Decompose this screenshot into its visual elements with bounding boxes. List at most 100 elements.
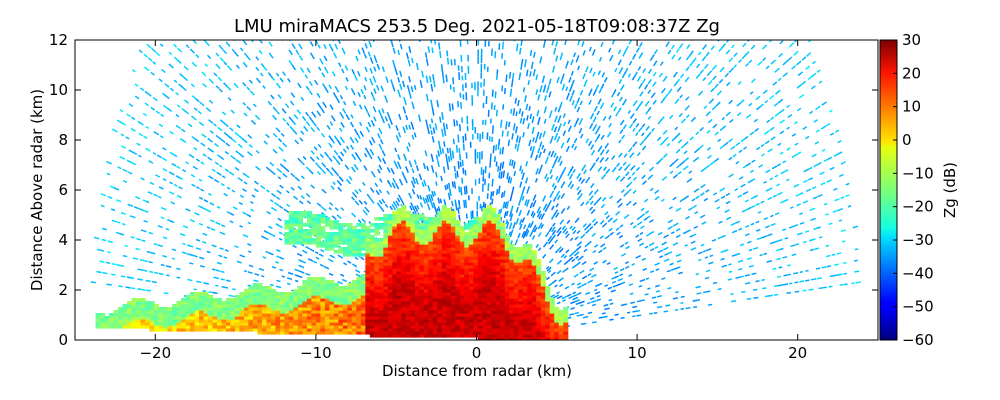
noise-gate [164, 35, 168, 39]
noise-gate [564, 285, 570, 290]
echo-cell [387, 268, 393, 272]
echo-cell [423, 331, 429, 335]
echo-cell [378, 316, 384, 320]
echo-cell [248, 322, 254, 326]
echo-cell [266, 298, 272, 302]
echo-cell [320, 232, 326, 236]
echo-cell [189, 322, 196, 326]
noise-gate [692, 57, 697, 62]
echo-cell [320, 226, 326, 230]
noise-gate [645, 277, 650, 280]
noise-gate [437, 140, 441, 149]
echo-cell [198, 313, 205, 317]
noise-gate [558, 123, 562, 128]
noise-gate [153, 130, 160, 136]
noise-gate [678, 112, 683, 118]
echo-cell [383, 256, 389, 260]
noise-gate [208, 78, 215, 84]
echo-cell [414, 244, 420, 248]
noise-gate [150, 71, 155, 76]
echo-cell [365, 274, 371, 278]
noise-gate [208, 99, 214, 104]
noise-gate [691, 233, 697, 237]
noise-gate [576, 97, 581, 104]
noise-gate [132, 151, 138, 156]
noise-gate [799, 212, 803, 216]
echo-cell [109, 325, 115, 329]
echo-cell [378, 217, 384, 221]
noise-gate [649, 54, 655, 62]
noise-gate [809, 207, 816, 212]
noise-gate [198, 121, 205, 127]
noise-gate [442, 76, 445, 84]
noise-gate [545, 176, 550, 183]
echo-cell [347, 247, 353, 251]
noise-gate [397, 49, 401, 56]
echo-cell [405, 289, 411, 293]
noise-gate [668, 206, 673, 210]
echo-cell [423, 253, 429, 257]
echo-cell [243, 313, 250, 317]
echo-cell [185, 310, 191, 314]
echo-cell [432, 334, 438, 338]
noise-gate [807, 177, 814, 181]
noise-gate [316, 171, 321, 176]
noise-gate [564, 40, 568, 45]
echo-cell [414, 238, 420, 242]
echo-cell [401, 241, 407, 245]
noise-gate [151, 47, 157, 53]
noise-gate [522, 132, 525, 138]
echo-cell [221, 325, 227, 329]
echo-cell [351, 331, 357, 335]
echo-cell [423, 244, 429, 248]
echo-cell [383, 289, 389, 293]
noise-gate [224, 168, 230, 173]
echo-cell [446, 286, 452, 290]
noise-gate [617, 202, 623, 208]
echo-cell [387, 217, 393, 221]
echo-cell [127, 325, 133, 329]
noise-gate [517, 99, 520, 107]
echo-cell [365, 298, 371, 302]
noise-gate [585, 229, 590, 234]
echo-cell [396, 223, 402, 227]
noise-gate [568, 313, 575, 316]
noise-gate [198, 222, 204, 226]
noise-gate [577, 292, 582, 296]
noise-gate [763, 252, 768, 256]
noise-gate [701, 55, 707, 62]
noise-gate [226, 31, 229, 35]
noise-gate [797, 71, 804, 77]
echo-cell [248, 310, 254, 314]
noise-gate [624, 67, 629, 75]
echo-cell [369, 292, 375, 296]
echo-cell [270, 316, 277, 320]
echo-cell [203, 295, 209, 299]
noise-gate [529, 202, 534, 209]
noise-gate [590, 144, 595, 150]
noise-gate [329, 254, 336, 259]
echo-cell [302, 280, 308, 284]
echo-cell [410, 244, 416, 248]
noise-gate [417, 114, 422, 123]
echo-cell [320, 301, 326, 305]
echo-cell [140, 319, 146, 323]
noise-gate [393, 160, 397, 166]
echo-cell [396, 208, 402, 212]
echo-cell [360, 241, 366, 245]
echo-cell [163, 322, 169, 326]
noise-gate [323, 66, 329, 74]
noise-gate [328, 170, 334, 177]
noise-gate [490, 191, 493, 200]
echo-cell [450, 307, 456, 311]
noise-gate [316, 102, 322, 110]
noise-gate [677, 139, 683, 144]
noise-gate [143, 219, 148, 223]
noise-gate [370, 119, 376, 127]
noise-gate [446, 57, 450, 65]
echo-cell [396, 298, 402, 302]
echo-cell [311, 319, 317, 323]
noise-gate [831, 253, 836, 256]
noise-gate [316, 92, 321, 98]
echo-cell [378, 328, 384, 332]
